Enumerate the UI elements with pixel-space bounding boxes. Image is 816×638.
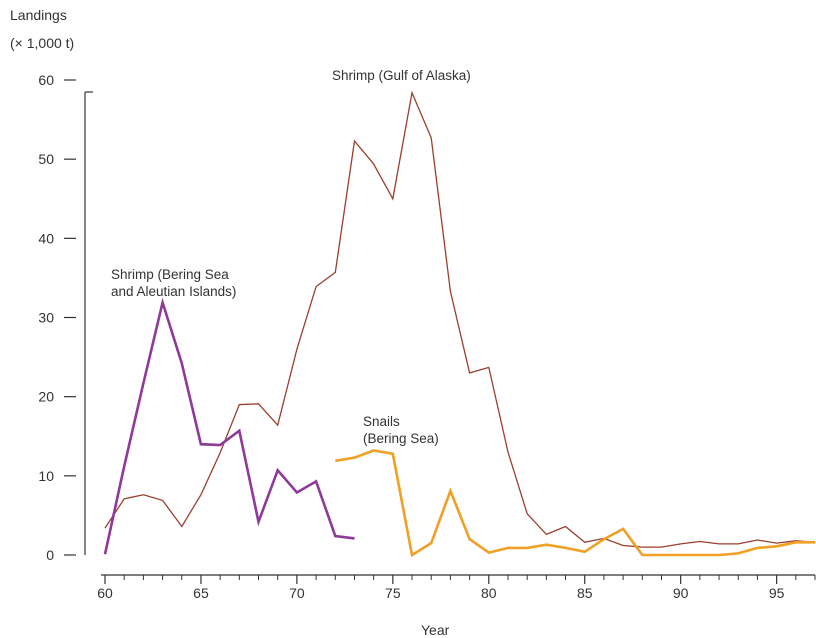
x-tick-label-85: 85 bbox=[577, 585, 593, 601]
x-tick-label-90: 90 bbox=[673, 585, 689, 601]
y-axis-title-line2: (× 1,000 t) bbox=[10, 35, 75, 51]
series-label-shrimp-bering-sea-line1: Shrimp (Bering Sea bbox=[111, 267, 229, 282]
y-tick-label-50: 50 bbox=[38, 151, 54, 167]
series-label-snails-bering-sea: Snails (Bering Sea) bbox=[363, 413, 439, 447]
series-label-shrimp-bering-sea: Shrimp (Bering Sea and Aleutian Islands) bbox=[111, 266, 236, 300]
x-tick-label-60: 60 bbox=[97, 585, 113, 601]
y-tick-label-20: 20 bbox=[38, 389, 54, 405]
series-line-0 bbox=[104, 90, 816, 548]
y-tick-label-30: 30 bbox=[38, 310, 54, 326]
series-label-snails-line2: (Bering Sea) bbox=[363, 431, 439, 446]
series-label-shrimp-gulf-of-alaska: Shrimp (Gulf of Alaska) bbox=[332, 67, 471, 84]
x-tick-label-80: 80 bbox=[481, 585, 497, 601]
series-line-2 bbox=[335, 449, 815, 558]
series-label-snails-line1: Snails bbox=[363, 414, 400, 429]
x-tick-label-95: 95 bbox=[769, 585, 785, 601]
x-tick-label-75: 75 bbox=[385, 585, 401, 601]
y-tick-label-0: 0 bbox=[46, 547, 54, 563]
x-tick-label-70: 70 bbox=[289, 585, 305, 601]
y-tick-label-60: 60 bbox=[38, 72, 54, 88]
x-axis-title: Year bbox=[421, 622, 450, 638]
y-tick-label-10: 10 bbox=[38, 468, 54, 484]
series-line-1 bbox=[103, 297, 355, 555]
series-label-shrimp-gulf-of-alaska-line1: Shrimp (Gulf of Alaska) bbox=[332, 68, 471, 83]
x-tick-label-65: 65 bbox=[193, 585, 209, 601]
y-axis-title-line1: Landings bbox=[10, 7, 67, 23]
series-label-shrimp-bering-sea-line2: and Aleutian Islands) bbox=[111, 284, 237, 299]
y-tick-label-40: 40 bbox=[38, 230, 54, 246]
